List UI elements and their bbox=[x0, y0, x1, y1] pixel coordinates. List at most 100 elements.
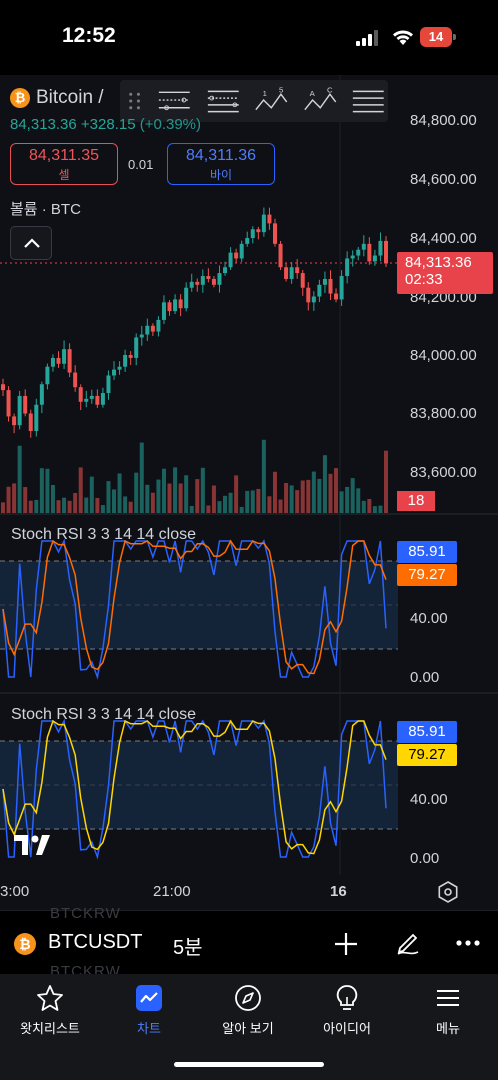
symbol-title[interactable]: ₿ Bitcoin / bbox=[10, 85, 104, 111]
tab-label: 아이디어 bbox=[323, 1021, 371, 1036]
status-time: 12:52 bbox=[62, 24, 116, 47]
volume-bar bbox=[322, 455, 327, 513]
candle-body bbox=[173, 299, 178, 312]
settings-icon[interactable] bbox=[437, 881, 459, 903]
volume-bar bbox=[28, 500, 33, 513]
volume-bar bbox=[267, 496, 272, 513]
volume-badge: 18 bbox=[397, 491, 435, 511]
candle-body bbox=[322, 278, 327, 285]
candle-body bbox=[256, 229, 261, 233]
volume-bar bbox=[89, 476, 94, 513]
volume-bar bbox=[56, 500, 61, 513]
collapse-legend-button[interactable] bbox=[10, 226, 52, 260]
volume-bar bbox=[367, 498, 372, 513]
buy-label: 바이 bbox=[209, 168, 233, 182]
volume-bar bbox=[62, 497, 67, 513]
drag-handle-icon[interactable] bbox=[124, 86, 145, 116]
stoch-d-badge: 79.27 bbox=[397, 744, 457, 766]
abcd-pattern-icon[interactable]: A C bbox=[301, 86, 340, 116]
candle-body bbox=[17, 395, 22, 426]
stoch-axis-label: 0.00 bbox=[410, 669, 440, 686]
candle-body bbox=[200, 276, 205, 285]
symbol-bar: BTCKRW BTCKRW ₿ BTCUSDT 5분 bbox=[0, 905, 498, 980]
change-value: +328.15 bbox=[80, 116, 136, 133]
time-axis-label: 21:00 bbox=[153, 883, 191, 900]
stoch-axis-label: 40.00 bbox=[410, 610, 448, 627]
candle-body bbox=[284, 267, 289, 279]
candle-body bbox=[228, 252, 233, 268]
chart-canvas[interactable] bbox=[0, 75, 498, 910]
candle-body bbox=[350, 255, 355, 259]
candle-body bbox=[267, 214, 272, 224]
pen-icon[interactable] bbox=[394, 928, 422, 956]
tab-explore[interactable]: 알아 보기 bbox=[203, 984, 293, 1044]
volume-bar bbox=[350, 478, 355, 513]
candle-body bbox=[367, 243, 372, 262]
volume-bar bbox=[50, 484, 55, 513]
candle-body bbox=[95, 395, 100, 405]
volume-bar bbox=[372, 506, 377, 513]
fib-retracement-icon[interactable] bbox=[204, 86, 243, 116]
more-icon[interactable] bbox=[455, 939, 481, 947]
candle-body bbox=[167, 302, 172, 312]
volume-bar bbox=[261, 439, 266, 513]
candle-body bbox=[100, 393, 105, 405]
candle-body bbox=[23, 395, 28, 414]
plus-icon[interactable] bbox=[333, 931, 359, 957]
candle-body bbox=[1, 384, 5, 391]
volume-bar bbox=[106, 481, 111, 513]
time-axis-label: 16 bbox=[330, 883, 347, 900]
candle-body bbox=[28, 413, 33, 432]
volume-bar bbox=[284, 482, 289, 513]
volume-bar bbox=[278, 499, 283, 513]
current-price-badge: 84,313.36 02:33 bbox=[397, 252, 493, 294]
candle-body bbox=[239, 243, 244, 259]
tab-label: 차트 bbox=[137, 1021, 161, 1036]
tab-watchlist[interactable]: 왓치리스트 bbox=[5, 984, 95, 1044]
tab-menu[interactable]: 메뉴 bbox=[403, 984, 493, 1044]
tab-ideas[interactable]: 아이디어 bbox=[302, 984, 392, 1044]
buy-price: 84,311.36 bbox=[186, 147, 256, 164]
candle-body bbox=[6, 390, 11, 417]
chart-icon bbox=[136, 985, 162, 1011]
candle-body bbox=[12, 416, 17, 426]
candle-body bbox=[139, 334, 144, 338]
candle-body bbox=[289, 267, 294, 279]
svg-text:C: C bbox=[327, 86, 333, 94]
chart-area[interactable]: ₿ Bitcoin / 1 5 A C bbox=[0, 75, 498, 910]
price-change: 84,313.36 +328.15 (+0.39%) bbox=[10, 116, 201, 133]
indicator-title[interactable]: Stoch RSI 3 3 14 14 close bbox=[11, 706, 196, 723]
volume-bar bbox=[200, 467, 205, 513]
candle-body bbox=[300, 273, 305, 288]
volume-bar bbox=[173, 467, 178, 513]
volume-bar bbox=[300, 480, 305, 513]
volume-bar bbox=[34, 499, 39, 513]
volume-bar bbox=[306, 479, 311, 513]
current-price: 84,313.36 bbox=[405, 254, 472, 271]
candle-body bbox=[123, 355, 128, 367]
price-axis-label: 83,600.00 bbox=[410, 464, 477, 481]
candle-body bbox=[234, 252, 239, 259]
sell-button[interactable]: 84,311.35 셀 bbox=[10, 143, 118, 185]
indicator-title[interactable]: Stoch RSI 3 3 14 14 close bbox=[11, 526, 196, 543]
volume-bar bbox=[84, 497, 89, 513]
stoch-axis-label: 0.00 bbox=[410, 850, 440, 867]
stoch-k-line bbox=[2, 538, 387, 680]
elliott-wave-icon[interactable]: 1 5 bbox=[252, 86, 291, 116]
stoch-d-line bbox=[2, 719, 387, 855]
bitcoin-icon: ₿ bbox=[10, 88, 30, 108]
trend-lines-icon[interactable] bbox=[155, 86, 194, 116]
candle-body bbox=[184, 287, 189, 309]
interval-button[interactable]: 5분 bbox=[173, 937, 203, 959]
bitcoin-icon: ₿ bbox=[14, 933, 36, 955]
price-axis-label: 84,400.00 bbox=[410, 230, 477, 247]
stoch-k-badge: 85.91 bbox=[397, 721, 457, 743]
volume-bar bbox=[117, 473, 122, 513]
horizontal-lines-icon[interactable] bbox=[349, 86, 388, 116]
last-price: 84,313.36 bbox=[10, 116, 77, 133]
buy-button[interactable]: 84,311.36 바이 bbox=[167, 143, 275, 185]
tab-chart[interactable]: 차트 bbox=[104, 984, 194, 1044]
spread-value: 0.01 bbox=[128, 157, 154, 172]
candle-body bbox=[328, 278, 333, 294]
symbol-search-button[interactable]: BTCUSDT bbox=[48, 931, 143, 953]
